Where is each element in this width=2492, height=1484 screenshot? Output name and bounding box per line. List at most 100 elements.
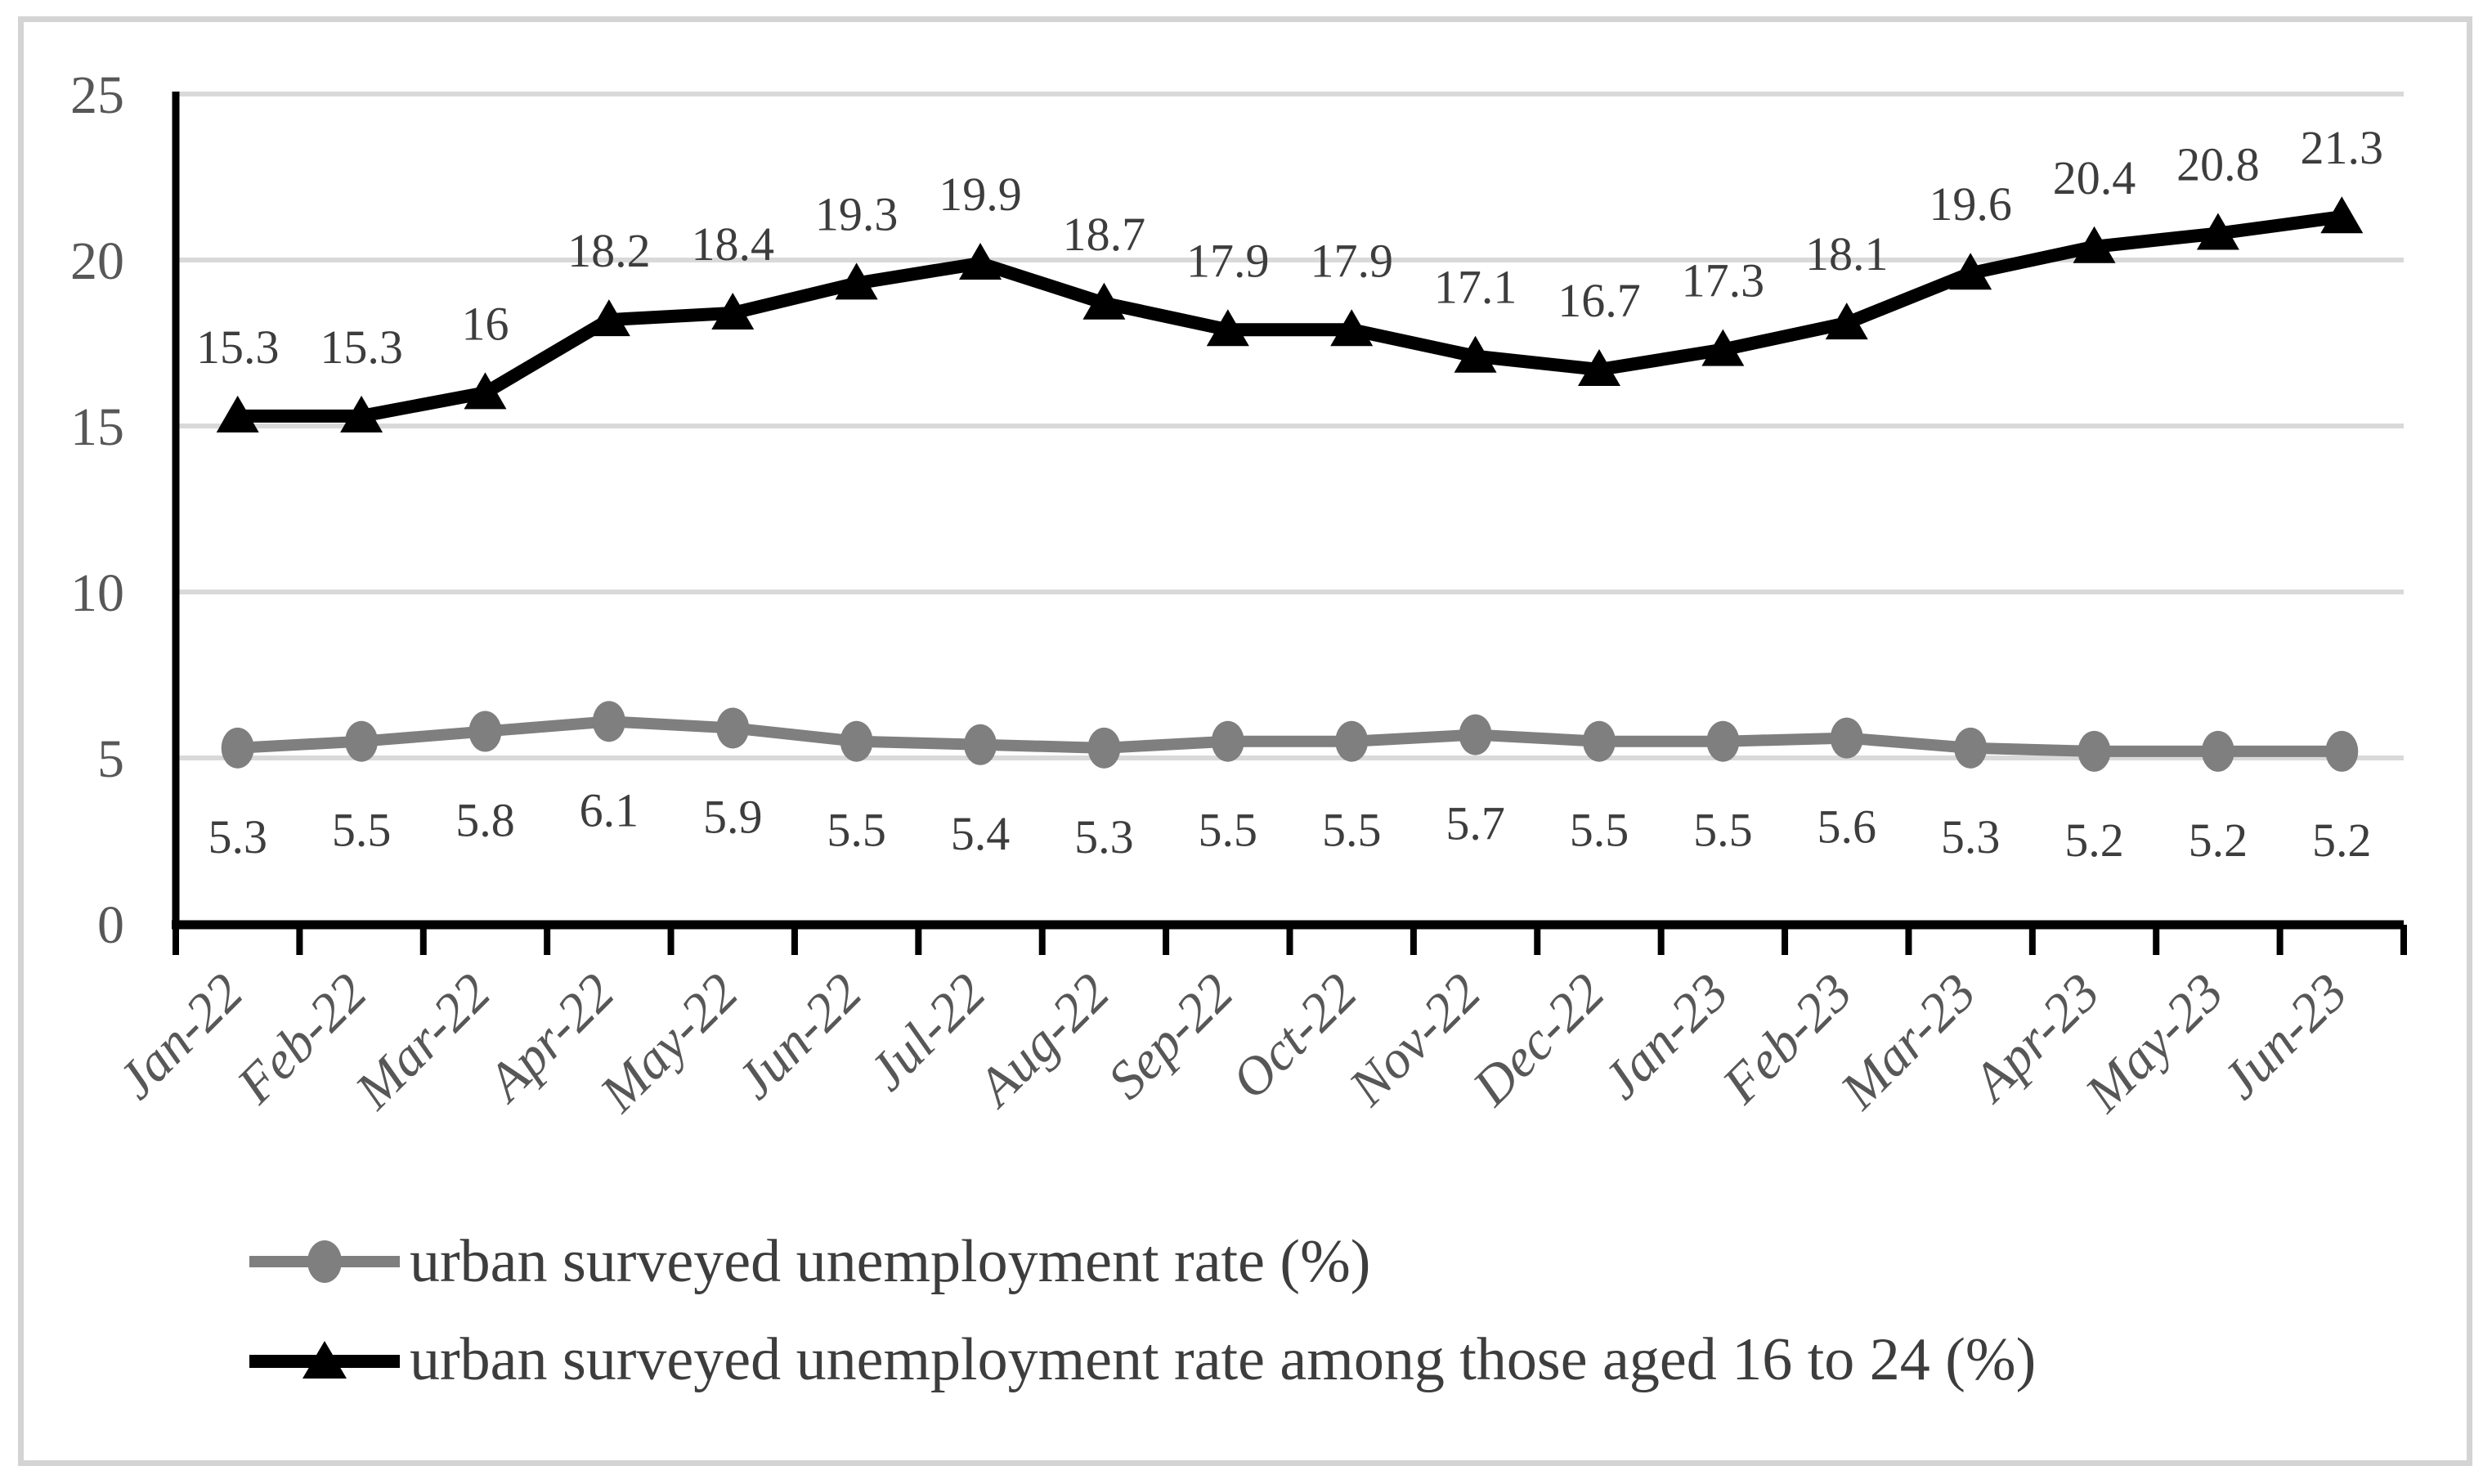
- data-label: 5.3: [208, 810, 267, 863]
- data-label: 21.3: [2301, 121, 2384, 174]
- x-tick-label: Jun-22: [725, 962, 873, 1110]
- x-tick-label: Feb-23: [1710, 962, 1863, 1115]
- data-label: 5.7: [1445, 797, 1505, 850]
- circle-marker: [1335, 720, 1369, 762]
- triangle-marker: [1330, 309, 1374, 347]
- data-label: 6.1: [580, 783, 639, 836]
- data-label: 19.6: [1929, 177, 2012, 231]
- triangle-marker: [1454, 335, 1497, 373]
- y-tick-label: 10: [70, 563, 124, 623]
- data-label: 17.9: [1186, 234, 1270, 287]
- triangle-marker: [464, 372, 507, 410]
- data-label: 20.4: [2053, 151, 2136, 204]
- triangle-marker: [1082, 282, 1126, 320]
- x-tick-label: Mar-23: [1829, 962, 1988, 1121]
- circle-marker: [1582, 720, 1616, 762]
- axes: [172, 92, 2407, 955]
- data-label: 15.3: [320, 321, 403, 374]
- x-tick-label: Feb-22: [226, 962, 379, 1115]
- data-label: 5.9: [703, 790, 763, 843]
- legend-label-youth-rate: urban surveyed unemployment rate among t…: [410, 1326, 2037, 1393]
- data-label: 18.7: [1063, 208, 1146, 261]
- data-label: 5.5: [332, 804, 392, 857]
- data-label: 20.8: [2176, 138, 2260, 191]
- x-tick-label: Jan-22: [106, 962, 254, 1110]
- circle-marker: [716, 707, 750, 749]
- y-tick-label: 20: [70, 231, 124, 291]
- data-label: 17.1: [1434, 261, 1517, 314]
- series-lines: [216, 196, 2364, 772]
- triangle-marker: [1825, 303, 1868, 340]
- triangle-marker: [216, 395, 259, 433]
- data-label: 5.5: [1570, 804, 1629, 857]
- data-label: 16.7: [1558, 274, 1641, 327]
- x-tick-label: Nov-22: [1337, 962, 1492, 1118]
- x-tick-label: Mar-22: [343, 962, 502, 1121]
- circle-marker: [221, 727, 254, 769]
- circle-marker: [964, 724, 997, 765]
- data-label: 5.5: [1199, 804, 1258, 857]
- data-label: 5.5: [1322, 804, 1382, 857]
- data-label: 5.5: [1693, 804, 1753, 857]
- triangle-marker: [1577, 348, 1620, 386]
- x-tick-label: May-23: [2073, 962, 2234, 1123]
- data-label: 16: [461, 297, 509, 350]
- data-label: 18.1: [1805, 227, 1889, 280]
- circle-marker: [1706, 720, 1740, 762]
- y-tick-label: 5: [97, 729, 124, 789]
- data-label: 17.3: [1682, 254, 1765, 307]
- x-tick-label: May-22: [588, 962, 749, 1123]
- triangle-marker: [2073, 226, 2116, 263]
- circle-marker: [2201, 730, 2234, 772]
- data-label: 5.2: [2064, 814, 2124, 867]
- triangle-marker: [711, 292, 755, 330]
- circle-marker: [1830, 717, 1863, 759]
- data-label: 5.4: [951, 807, 1011, 860]
- data-label: 19.9: [939, 168, 1022, 221]
- data-label: 5.5: [827, 804, 886, 857]
- series-line-triangle: [237, 210, 2343, 423]
- data-label: 5.3: [1074, 810, 1134, 863]
- circle-marker: [840, 720, 873, 762]
- data-label: 18.2: [567, 224, 651, 277]
- triangle-marker-icon: [303, 1341, 347, 1379]
- x-tick-label: Oct-22: [1221, 962, 1369, 1110]
- data-label: 5.8: [455, 794, 515, 847]
- series-line-circle: [237, 715, 2342, 757]
- y-tick-label: 25: [70, 65, 124, 125]
- x-tick-label: Dec-22: [1461, 962, 1616, 1118]
- legend: urban surveyed unemployment rate (%) urb…: [248, 1231, 2036, 1390]
- x-tick-label: Jun-23: [2211, 962, 2359, 1110]
- triangle-marker: [959, 243, 1002, 280]
- triangle-marker: [1206, 309, 1249, 347]
- legend-item-youth-rate: urban surveyed unemployment rate among t…: [248, 1329, 2036, 1390]
- x-tick-label: Sep-22: [1096, 962, 1244, 1110]
- data-label: 17.9: [1310, 234, 1393, 287]
- triangle-marker: [2320, 196, 2364, 234]
- data-label: 5.6: [1817, 800, 1877, 854]
- triangle-marker: [340, 395, 383, 433]
- data-label: 5.2: [2189, 814, 2248, 867]
- data-label: 5.3: [1941, 810, 2001, 863]
- triangle-marker: [1949, 253, 1992, 290]
- legend-label-urban-rate: urban surveyed unemployment rate (%): [410, 1228, 1371, 1295]
- data-label: 19.3: [815, 187, 899, 240]
- black-line-triangle-key: [249, 1341, 400, 1379]
- circle-marker: [2325, 730, 2359, 772]
- x-tick-label: Aug-22: [964, 962, 1121, 1119]
- triangle-marker: [587, 299, 630, 337]
- data-labels: 5.3 5.5 5.8 6.1 5.9 5.5 5.4 5.3 5.5 5.5 5.7 5.5 5.5 5…: [196, 121, 2383, 867]
- circle-marker: [345, 720, 379, 762]
- circle-marker: [1954, 727, 1988, 769]
- gray-line-circle-key: [249, 1240, 400, 1283]
- circle-marker: [468, 711, 502, 752]
- circle-marker-icon: [307, 1240, 342, 1283]
- triangle-marker: [1701, 329, 1745, 366]
- data-label: 15.3: [196, 321, 280, 374]
- y-tick-label: 15: [70, 397, 124, 457]
- axis-tick-labels: 0510152025Jan-22Feb-22Mar-22Apr-22May-22…: [70, 65, 2359, 1123]
- triangle-marker: [2196, 213, 2239, 250]
- legend-item-urban-rate: urban surveyed unemployment rate (%): [248, 1231, 2036, 1292]
